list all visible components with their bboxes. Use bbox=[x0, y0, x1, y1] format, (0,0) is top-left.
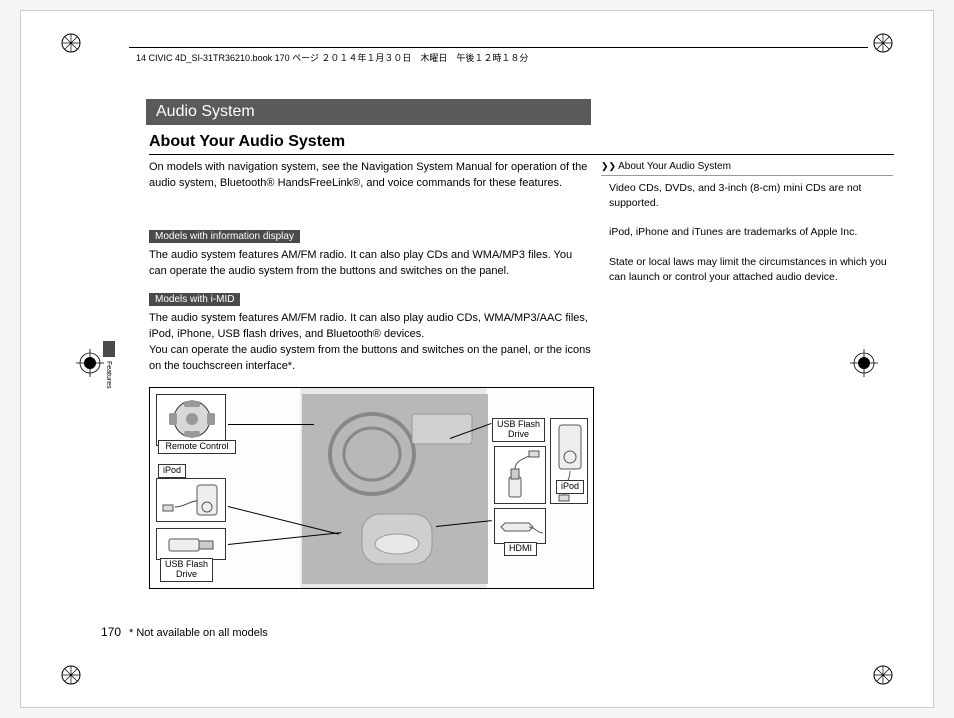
imid-body: The audio system features AM/FM radio. I… bbox=[149, 311, 599, 375]
aside-head-text: About Your Audio System bbox=[618, 161, 731, 172]
imid-group: Models with i-MID The audio system featu… bbox=[149, 289, 599, 375]
aside-p2: iPod, iPhone and iTunes are trademarks o… bbox=[609, 225, 895, 240]
xref-icon: ❯❯ bbox=[601, 161, 616, 172]
usb-right-callout bbox=[494, 446, 546, 504]
footnote: * Not available on all models bbox=[129, 627, 268, 639]
diagram-frame: Remote Control iPod USB Flash Drive USB … bbox=[149, 387, 594, 589]
manual-page: 14 CIVIC 4D_SI-31TR36210.book 170 ページ ２０… bbox=[20, 10, 934, 708]
aside-p1: Video CDs, DVDs, and 3-inch (8-cm) mini … bbox=[609, 181, 895, 211]
side-tab-label: Features bbox=[105, 361, 112, 389]
crop-mark-icon bbox=[871, 31, 895, 55]
section-title-bar: Audio System bbox=[146, 99, 591, 125]
side-tab bbox=[103, 341, 115, 357]
hdmi-label: HDMI bbox=[504, 542, 537, 556]
remote-callout bbox=[156, 394, 226, 446]
header-slug: 14 CIVIC 4D_SI-31TR36210.book 170 ページ ２０… bbox=[136, 51, 528, 64]
interior-photo bbox=[302, 394, 488, 584]
models-imid-badge: Models with i-MID bbox=[149, 293, 240, 306]
remote-label: Remote Control bbox=[158, 440, 236, 454]
page-number: 170 bbox=[101, 625, 121, 639]
aside-rule bbox=[601, 175, 893, 176]
crop-mark-icon bbox=[59, 663, 83, 687]
ipod-left-label: iPod bbox=[158, 464, 186, 478]
intro-paragraph: On models with navigation system, see th… bbox=[149, 160, 589, 192]
ipod-right-label: iPod bbox=[556, 480, 584, 494]
aside-body: Video CDs, DVDs, and 3-inch (8-cm) mini … bbox=[609, 181, 895, 299]
info-display-body: The audio system features AM/FM radio. I… bbox=[149, 248, 589, 280]
subtitle: About Your Audio System bbox=[149, 133, 345, 151]
aside-heading: ❯❯ About Your Audio System bbox=[601, 161, 731, 172]
crop-mark-icon bbox=[871, 663, 895, 687]
usb-left-label: USB Flash Drive bbox=[160, 558, 213, 582]
ipod-left-callout bbox=[156, 478, 226, 522]
hdmi-callout bbox=[494, 508, 546, 544]
usb-right-label: USB Flash Drive bbox=[492, 418, 545, 442]
crop-mark-icon bbox=[59, 31, 83, 55]
header-rule bbox=[129, 47, 868, 48]
info-display-group: Models with information display The audi… bbox=[149, 226, 589, 280]
section-title: Audio System bbox=[156, 103, 255, 121]
registration-mark-icon bbox=[850, 349, 878, 377]
usb-left-callout bbox=[156, 528, 226, 560]
models-info-badge: Models with information display bbox=[149, 230, 300, 243]
lead-line bbox=[228, 424, 314, 425]
subtitle-rule bbox=[149, 154, 894, 155]
registration-mark-icon bbox=[76, 349, 104, 377]
aside-p3: State or local laws may limit the circum… bbox=[609, 255, 895, 285]
